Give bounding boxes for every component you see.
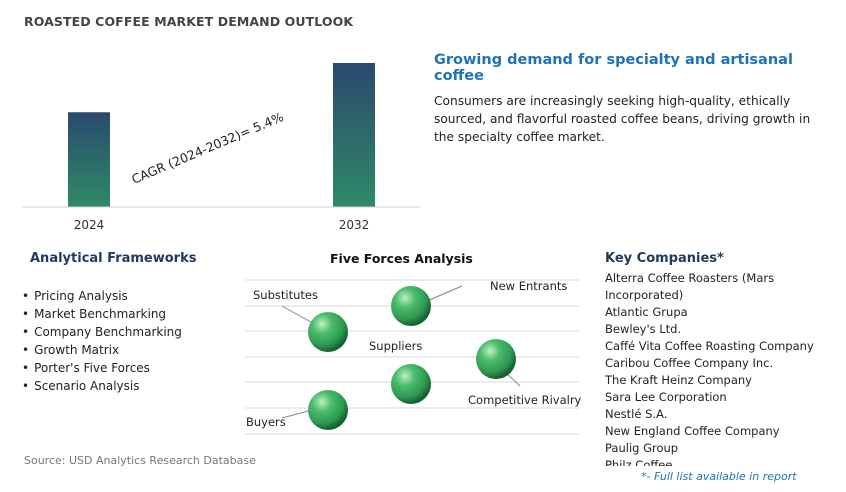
frameworks-title: Analytical Frameworks (30, 251, 197, 266)
framework-item: Porter's Five Forces (22, 359, 182, 377)
new-entrants-sphere (391, 286, 431, 326)
companies-title: Key Companies* (605, 251, 724, 266)
companies-note: *- Full list available in report (641, 470, 797, 483)
suppliers-label: Suppliers (369, 339, 422, 353)
substitutes-sphere (308, 312, 348, 352)
company-item: Sara Lee Corporation (605, 390, 727, 404)
framework-item: Pricing Analysis (22, 287, 182, 305)
companies-box: Alterra Coffee Roasters (Mars Incorporat… (605, 270, 840, 466)
company-item: Caribou Coffee Company Inc. (605, 356, 774, 370)
bar-chart: 2024 2032 CAGR (2024-2032)= 5.4% (22, 63, 420, 232)
company-item: New England Coffee Company (605, 424, 780, 438)
source-note: Source: USD Analytics Research Database (24, 454, 256, 467)
company-item: Caffé Vita Coffee Roasting Company (605, 339, 814, 353)
bar-2024 (68, 112, 110, 207)
buyers-label: Buyers (246, 415, 286, 429)
company-item: The Kraft Heinz Company (605, 373, 752, 387)
company-item: Philz Coffee (605, 458, 673, 466)
buyers-sphere (308, 390, 348, 430)
highlight-headline: Growing demand for specialty and artisan… (434, 52, 793, 84)
x-tick-label: 2032 (339, 218, 370, 232)
company-item: Alterra Coffee Roasters (Mars Incorporat… (605, 271, 775, 302)
highlight-description: Consumers are increasingly seeking high-… (434, 94, 811, 144)
x-tick-label: 2024 (74, 218, 105, 232)
rivalry-sphere (476, 339, 516, 379)
five-forces-title: Five Forces Analysis (330, 251, 473, 266)
company-item: Bewley's Ltd. (605, 322, 682, 336)
cagr-annotation: CAGR (2024-2032)= 5.4% (129, 109, 285, 187)
framework-item: Scenario Analysis (22, 377, 182, 395)
substitutes-label: Substitutes (253, 288, 318, 302)
company-item: Paulig Group (605, 441, 679, 455)
competitive-rivalry-label: Competitive Rivalry (468, 393, 582, 407)
company-item: Nestlé S.A. (605, 407, 668, 421)
bar-2032 (333, 63, 375, 207)
connector-line (281, 409, 313, 419)
companies-list: Alterra Coffee Roasters (Mars Incorporat… (605, 270, 840, 466)
frameworks-list: Pricing Analysis Market Benchmarking Com… (22, 287, 182, 395)
framework-item: Company Benchmarking (22, 323, 182, 341)
new-entrants-label: New Entrants (490, 279, 567, 293)
suppliers-sphere (391, 364, 431, 404)
page-title: ROASTED COFFEE MARKET DEMAND OUTLOOK (24, 14, 354, 29)
framework-item: Market Benchmarking (22, 305, 182, 323)
company-item: Atlantic Grupa (605, 305, 688, 319)
framework-item: Growth Matrix (22, 341, 182, 359)
five-forces-diagram: Substitutes New Entrants Suppliers Compe… (245, 279, 582, 435)
